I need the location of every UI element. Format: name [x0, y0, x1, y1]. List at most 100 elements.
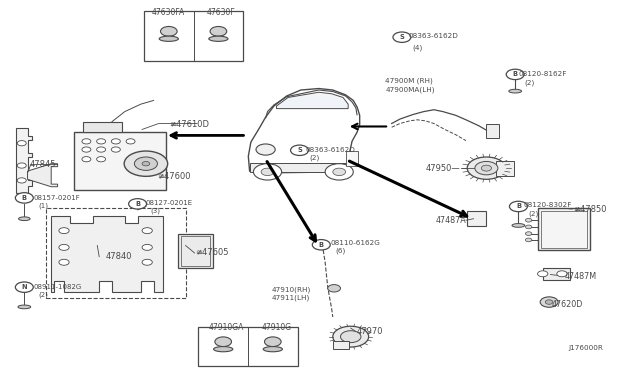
Text: (2): (2)	[38, 291, 48, 298]
Bar	[74, 132, 166, 190]
Polygon shape	[16, 128, 32, 193]
Polygon shape	[51, 216, 163, 292]
Circle shape	[15, 193, 33, 203]
Bar	[178, 234, 213, 268]
Circle shape	[264, 337, 281, 347]
Text: ≇47850: ≇47850	[573, 205, 606, 214]
Text: 47910(RH): 47910(RH)	[272, 286, 311, 293]
Text: (6): (6)	[335, 247, 346, 254]
Text: 47487M: 47487M	[564, 272, 596, 280]
Circle shape	[509, 201, 527, 212]
Circle shape	[17, 163, 26, 168]
Ellipse shape	[509, 89, 522, 93]
Circle shape	[481, 165, 492, 171]
Ellipse shape	[209, 36, 228, 41]
Bar	[46, 208, 186, 298]
Bar	[181, 236, 210, 266]
Text: B: B	[22, 195, 27, 201]
Polygon shape	[276, 92, 348, 109]
Circle shape	[124, 151, 168, 176]
Circle shape	[467, 157, 506, 179]
Circle shape	[333, 168, 346, 176]
Circle shape	[59, 259, 69, 265]
Text: B: B	[135, 201, 140, 207]
Circle shape	[475, 161, 498, 175]
Text: 47910GA: 47910GA	[208, 323, 244, 332]
Text: 47620D: 47620D	[552, 300, 583, 309]
Bar	[496, 161, 514, 176]
Circle shape	[210, 26, 227, 36]
Circle shape	[525, 232, 532, 235]
Ellipse shape	[512, 224, 525, 227]
Circle shape	[506, 69, 524, 80]
Circle shape	[325, 164, 353, 180]
Text: 47487A: 47487A	[435, 216, 466, 225]
Text: (4): (4)	[413, 44, 423, 51]
Circle shape	[129, 199, 147, 209]
Text: (1): (1)	[38, 202, 49, 209]
Polygon shape	[248, 89, 360, 173]
Circle shape	[97, 157, 106, 162]
Text: 47840: 47840	[105, 252, 132, 261]
Text: (2): (2)	[525, 79, 535, 86]
Text: S: S	[399, 34, 404, 40]
Bar	[486, 124, 499, 138]
Circle shape	[59, 228, 69, 234]
Text: 47950—: 47950—	[426, 164, 461, 173]
Circle shape	[545, 300, 553, 304]
Text: 08120-8162F: 08120-8162F	[518, 71, 567, 77]
Text: 08120-8302F: 08120-8302F	[524, 202, 572, 208]
Text: 47970: 47970	[357, 327, 383, 336]
Bar	[543, 268, 570, 280]
Text: 47910G: 47910G	[261, 323, 292, 332]
Circle shape	[333, 326, 369, 347]
Text: 47911(LH): 47911(LH)	[272, 294, 310, 301]
Circle shape	[291, 145, 308, 155]
Circle shape	[215, 337, 232, 347]
Circle shape	[82, 139, 91, 144]
Circle shape	[328, 285, 340, 292]
Circle shape	[261, 168, 274, 176]
Text: 08157-0201F: 08157-0201F	[33, 195, 80, 201]
Bar	[538, 208, 590, 250]
Bar	[144, 11, 243, 61]
Circle shape	[525, 238, 532, 242]
Ellipse shape	[159, 36, 179, 41]
Bar	[198, 327, 298, 366]
Text: 47630F: 47630F	[207, 8, 235, 17]
Polygon shape	[28, 164, 58, 187]
Text: (2): (2)	[310, 154, 320, 161]
Circle shape	[111, 139, 120, 144]
Text: B: B	[513, 71, 518, 77]
Circle shape	[126, 139, 135, 144]
Text: 47630FA: 47630FA	[152, 8, 185, 17]
Text: 08110-6162G: 08110-6162G	[330, 240, 380, 246]
Text: (2): (2)	[528, 210, 538, 217]
Circle shape	[161, 26, 177, 36]
Text: ≇47610D: ≇47610D	[170, 120, 210, 129]
Text: 47900M (RH): 47900M (RH)	[385, 78, 433, 84]
Text: J176000R: J176000R	[568, 345, 603, 351]
Text: B: B	[319, 242, 324, 248]
Circle shape	[253, 164, 282, 180]
Text: 08911-1082G: 08911-1082G	[33, 284, 81, 290]
Bar	[346, 151, 358, 166]
Circle shape	[134, 157, 157, 170]
Circle shape	[111, 147, 120, 152]
Bar	[467, 211, 486, 226]
Text: ≇47600: ≇47600	[157, 172, 190, 181]
Circle shape	[525, 225, 532, 229]
Circle shape	[540, 297, 558, 307]
Circle shape	[15, 282, 33, 292]
Circle shape	[393, 32, 411, 42]
Text: N: N	[22, 284, 27, 290]
Circle shape	[525, 218, 532, 222]
Text: 08363-6162D: 08363-6162D	[306, 147, 356, 153]
Circle shape	[97, 147, 106, 152]
Ellipse shape	[18, 305, 31, 309]
Text: 47900MA(LH): 47900MA(LH)	[385, 86, 435, 93]
Circle shape	[59, 244, 69, 250]
Text: B: B	[516, 203, 521, 209]
Circle shape	[17, 141, 26, 146]
Circle shape	[142, 259, 152, 265]
